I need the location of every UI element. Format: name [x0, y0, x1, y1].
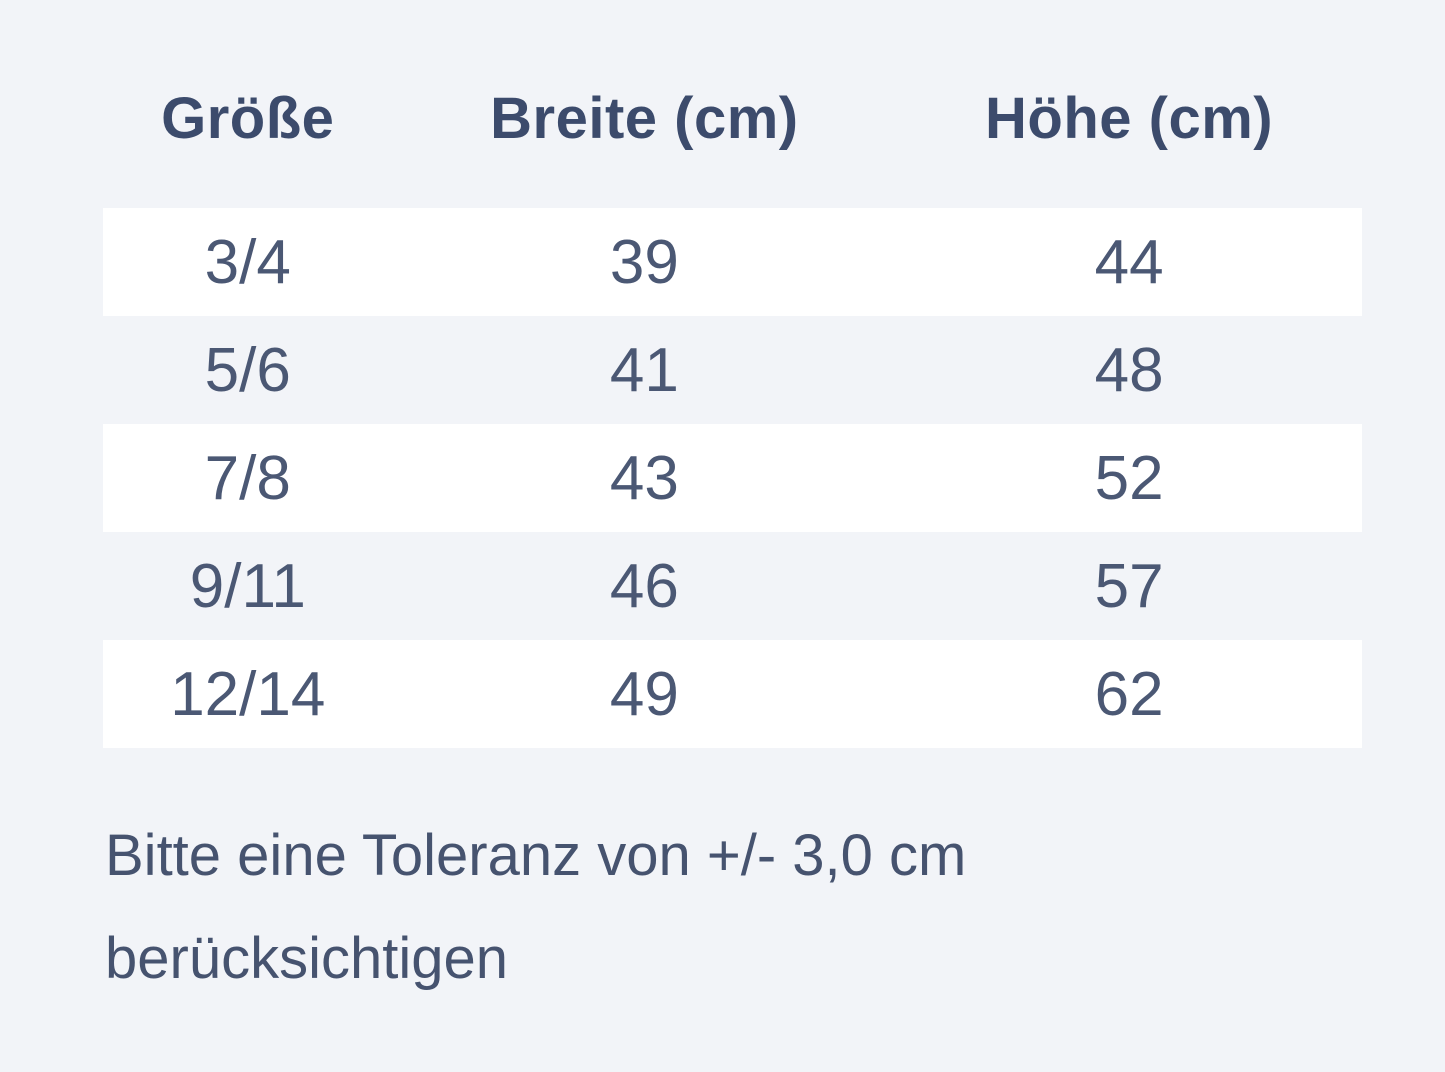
- column-header-width: Breite (cm): [490, 85, 799, 151]
- height-cell: 52: [1094, 443, 1164, 513]
- table-row: 3/4 39 44: [103, 208, 1362, 316]
- width-cell: 41: [609, 335, 679, 405]
- tolerance-note-line-2: berücksichtigen: [105, 926, 508, 991]
- size-cell: 3/4: [204, 227, 291, 297]
- width-cell: 49: [609, 659, 679, 729]
- size-chart: Größe Breite (cm) Höhe (cm) 3/4 39 44 5/…: [103, 0, 1362, 748]
- column-header-size: Größe: [161, 85, 335, 151]
- table-row: 5/6 41 48: [103, 316, 1362, 424]
- width-cell: 46: [609, 551, 679, 621]
- column-header-height: Höhe (cm): [985, 85, 1274, 151]
- table-row: 12/14 49 62: [103, 640, 1362, 748]
- height-cell: 57: [1094, 551, 1164, 621]
- width-cell: 39: [609, 227, 679, 297]
- height-cell: 44: [1094, 227, 1164, 297]
- table-row: 7/8 43 52: [103, 424, 1362, 532]
- size-cell: 7/8: [204, 443, 291, 513]
- size-chart-body: 3/4 39 44 5/6 41 48 7/8 43 52 9/11 46 57…: [103, 208, 1362, 748]
- tolerance-note: Bitte eine Toleranz von +/- 3,0 cm berüc…: [105, 804, 1445, 1010]
- tolerance-note-line-1: Bitte eine Toleranz von +/- 3,0 cm: [105, 823, 967, 888]
- height-cell: 48: [1094, 335, 1164, 405]
- size-cell: 5/6: [204, 335, 291, 405]
- table-row: 9/11 46 57: [103, 532, 1362, 640]
- height-cell: 62: [1094, 659, 1164, 729]
- size-chart-table: Größe Breite (cm) Höhe (cm) 3/4 39 44 5/…: [103, 0, 1362, 748]
- header-row: Größe Breite (cm) Höhe (cm): [103, 0, 1362, 208]
- size-chart-header: Größe Breite (cm) Höhe (cm): [103, 0, 1362, 208]
- width-cell: 43: [609, 443, 679, 513]
- size-cell: 12/14: [170, 659, 326, 729]
- size-cell: 9/11: [189, 551, 306, 621]
